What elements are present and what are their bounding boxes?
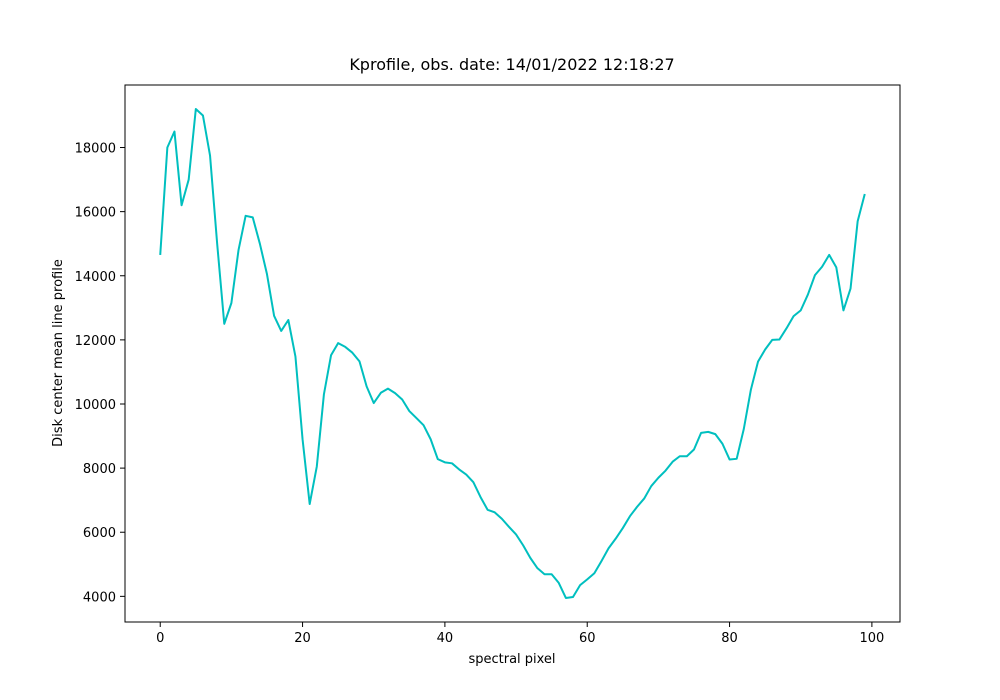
y-tick-label: 6000 bbox=[83, 526, 116, 541]
data-line bbox=[159, 108, 866, 599]
x-axis-label: spectral pixel bbox=[468, 652, 555, 667]
x-tick-label: 40 bbox=[437, 631, 454, 646]
x-tick-label: 0 bbox=[156, 631, 164, 646]
x-tick-label: 100 bbox=[859, 631, 884, 646]
chart-title: Kprofile, obs. date: 14/01/2022 12:18:27 bbox=[349, 55, 674, 74]
y-axis-label: Disk center mean line profile bbox=[51, 259, 66, 447]
y-tick-label: 18000 bbox=[75, 142, 116, 157]
y-tick-label: 10000 bbox=[75, 398, 116, 413]
x-tick-label: 80 bbox=[721, 631, 738, 646]
y-tick-label: 16000 bbox=[75, 206, 116, 221]
y-tick-label: 8000 bbox=[83, 462, 116, 477]
plot-frame bbox=[124, 84, 901, 623]
y-tick-label: 4000 bbox=[83, 590, 116, 605]
x-tick-label: 20 bbox=[294, 631, 311, 646]
y-tick-label: 12000 bbox=[75, 334, 116, 349]
y-tick-label: 14000 bbox=[75, 270, 116, 285]
x-tick-label: 60 bbox=[579, 631, 596, 646]
